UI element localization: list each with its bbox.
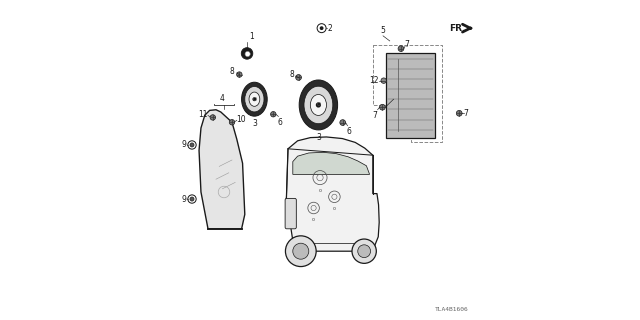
Circle shape: [271, 112, 276, 117]
Polygon shape: [199, 110, 245, 229]
Ellipse shape: [304, 86, 333, 124]
Circle shape: [190, 143, 194, 147]
Text: 10: 10: [236, 115, 246, 124]
Circle shape: [456, 110, 462, 116]
Circle shape: [285, 236, 316, 267]
Circle shape: [293, 243, 309, 259]
Circle shape: [352, 239, 376, 263]
Text: 11: 11: [198, 110, 208, 119]
Text: O: O: [316, 102, 321, 108]
Text: o: o: [312, 217, 315, 222]
Text: 9: 9: [182, 195, 187, 204]
Polygon shape: [292, 152, 370, 174]
Circle shape: [245, 52, 250, 57]
Text: 4: 4: [220, 94, 224, 103]
Text: 8: 8: [289, 70, 294, 79]
Text: 6: 6: [347, 127, 351, 136]
Ellipse shape: [241, 82, 268, 116]
Circle shape: [229, 119, 235, 125]
Text: 7: 7: [463, 109, 468, 118]
Circle shape: [296, 75, 301, 80]
Circle shape: [317, 24, 326, 33]
Text: 7: 7: [404, 40, 409, 49]
Ellipse shape: [310, 94, 326, 116]
Circle shape: [237, 72, 242, 77]
Circle shape: [320, 26, 324, 30]
Text: O: O: [252, 97, 257, 102]
Circle shape: [398, 46, 404, 52]
Circle shape: [316, 103, 321, 107]
Circle shape: [210, 115, 216, 120]
Ellipse shape: [249, 92, 260, 106]
Polygon shape: [287, 137, 380, 251]
Text: 3: 3: [316, 133, 321, 142]
Text: FR.: FR.: [449, 24, 466, 33]
Text: 5: 5: [381, 26, 385, 35]
Text: TLA4B1606: TLA4B1606: [435, 307, 468, 312]
Text: 2: 2: [328, 24, 332, 33]
Text: 7: 7: [372, 111, 378, 120]
Circle shape: [358, 245, 371, 258]
Text: o: o: [333, 206, 336, 211]
FancyBboxPatch shape: [385, 53, 435, 138]
Ellipse shape: [300, 80, 338, 130]
Circle shape: [340, 120, 346, 125]
Circle shape: [380, 104, 385, 110]
Text: 12: 12: [369, 76, 379, 85]
Ellipse shape: [244, 86, 264, 112]
Circle shape: [253, 98, 255, 100]
Text: 1: 1: [249, 32, 254, 41]
Text: 9: 9: [182, 140, 187, 149]
FancyBboxPatch shape: [285, 198, 296, 229]
Circle shape: [190, 197, 194, 201]
Text: o: o: [319, 188, 321, 193]
Circle shape: [381, 78, 387, 83]
Text: 6: 6: [278, 118, 282, 127]
Circle shape: [241, 48, 253, 59]
Text: 8: 8: [230, 68, 234, 76]
Text: 3: 3: [252, 119, 257, 128]
